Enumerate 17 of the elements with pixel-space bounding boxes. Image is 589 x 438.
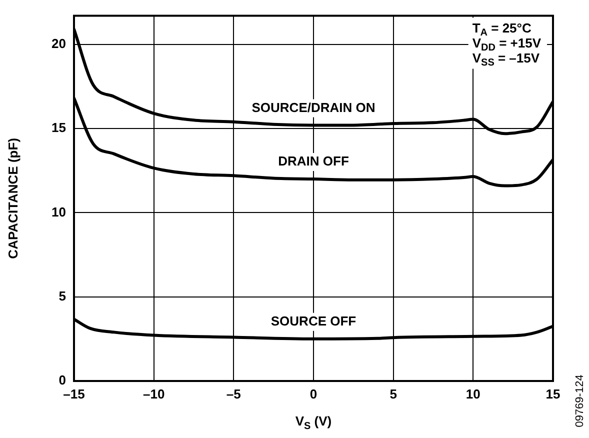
- y-tick-label: 15: [52, 120, 66, 136]
- x-tick-label: –15: [63, 386, 85, 402]
- x-tick-label: –10: [142, 386, 165, 402]
- x-tick-label: –5: [226, 386, 241, 402]
- series-label: SOURCE/DRAIN ON: [252, 100, 376, 115]
- text: 09769-124: [574, 374, 586, 428]
- y-tick-label: 10: [52, 204, 66, 220]
- y-tick-label: 5: [58, 288, 66, 304]
- y-tick-label: 20: [52, 36, 66, 51]
- x-tick-label: 5: [390, 386, 397, 402]
- series-label: SOURCE OFF: [270, 314, 356, 329]
- y-tick-label: 0: [58, 372, 66, 388]
- x-tick-label: 0: [310, 386, 318, 402]
- x-tick-label: 15: [546, 386, 560, 402]
- series-label: DRAIN OFF: [278, 154, 349, 169]
- y-axis-title: CAPACITANCE (pF): [6, 138, 21, 259]
- x-tick-label: 10: [466, 386, 480, 402]
